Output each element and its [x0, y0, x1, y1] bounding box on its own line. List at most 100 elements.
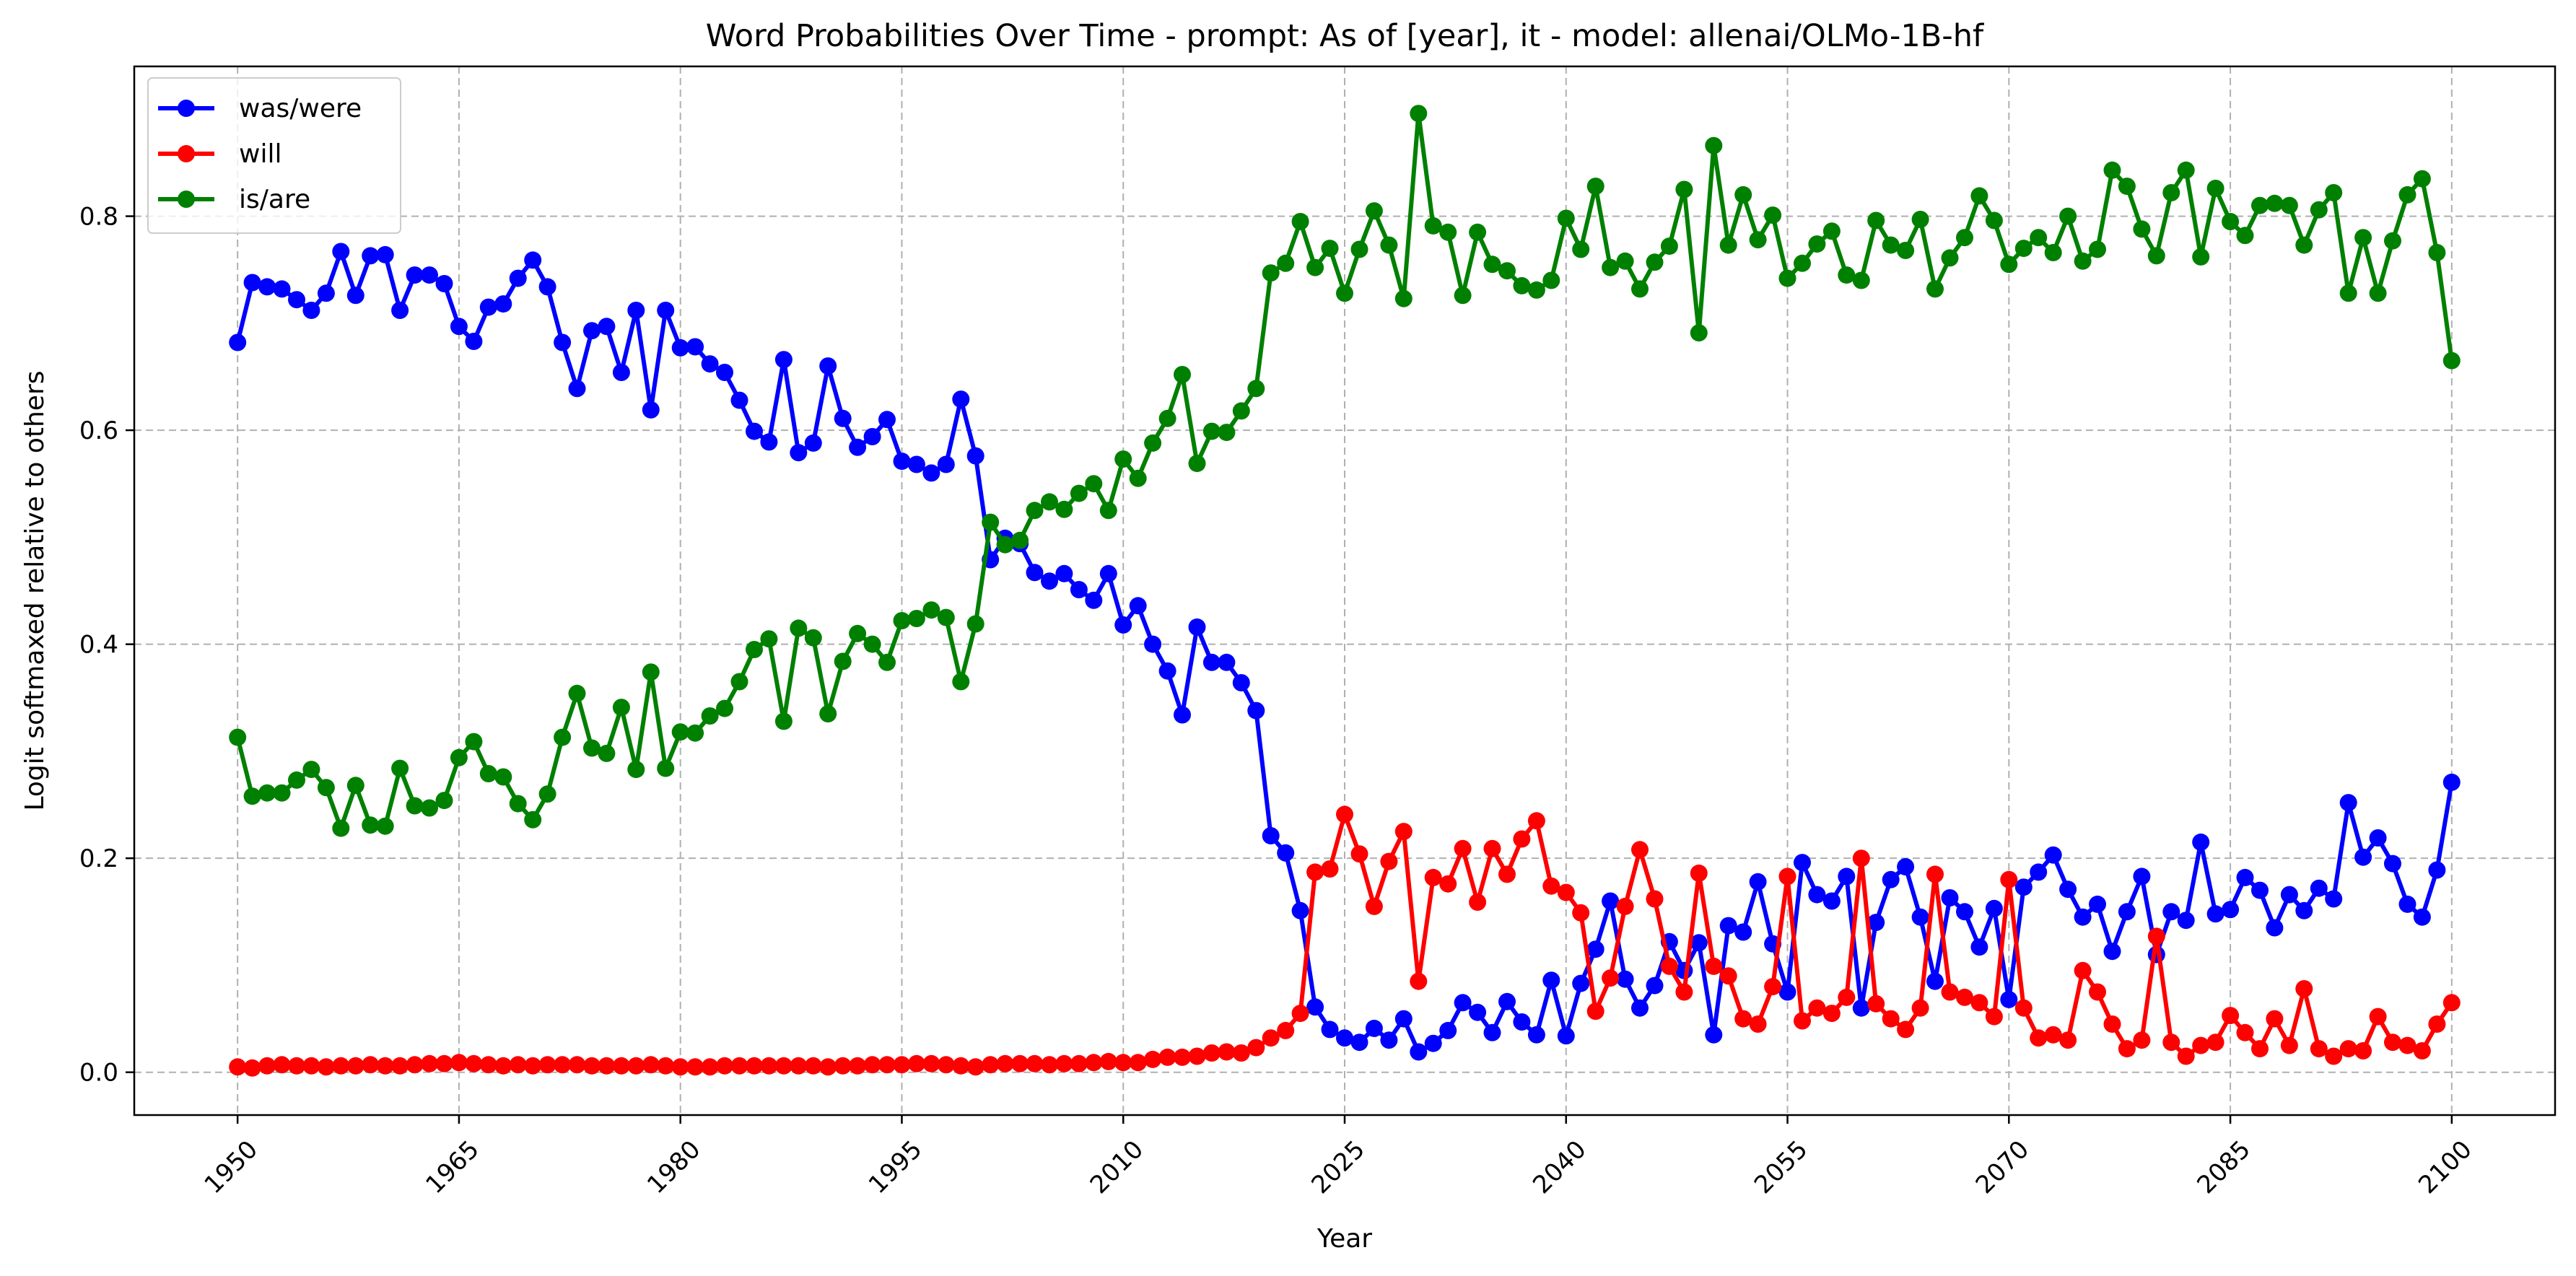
data-point [716, 1057, 733, 1075]
data-point [2089, 895, 2106, 913]
data-point [2339, 1040, 2357, 1058]
data-point [2044, 244, 2062, 261]
data-point [1291, 1005, 1309, 1023]
data-point [479, 298, 497, 316]
data-point [966, 1058, 984, 1076]
data-point [1719, 967, 1737, 985]
data-point [2014, 240, 2033, 258]
data-point [1572, 904, 1590, 922]
data-point [465, 733, 483, 751]
data-point [2059, 880, 2077, 899]
data-point [302, 761, 320, 779]
data-point [1026, 502, 1044, 520]
data-point [1705, 136, 1723, 154]
data-point [1749, 1015, 1767, 1033]
data-point [1262, 264, 1280, 282]
data-point [1572, 974, 1590, 992]
data-point [2354, 229, 2372, 247]
data-point [1719, 236, 1737, 254]
data-point [1055, 500, 1073, 518]
data-point [1232, 402, 1250, 420]
data-point [878, 411, 896, 429]
data-point [2325, 184, 2343, 201]
data-point [1498, 865, 1516, 883]
data-point [273, 280, 291, 298]
data-point [1085, 475, 1103, 493]
data-point [2133, 220, 2151, 238]
data-point [1439, 1021, 1457, 1039]
data-point [332, 242, 350, 261]
data-point [1099, 502, 1117, 520]
data-point [1262, 827, 1280, 844]
data-point [774, 712, 793, 730]
data-point [2442, 351, 2461, 370]
data-point [657, 1057, 675, 1075]
data-point [1631, 999, 1649, 1017]
x-tick-label: 2055 [1749, 1135, 1813, 1199]
data-point [2384, 1034, 2401, 1052]
data-point [1838, 266, 1856, 284]
data-point [1926, 865, 1944, 883]
data-point [2074, 252, 2092, 270]
data-point [790, 444, 808, 462]
data-point [450, 318, 468, 336]
data-point [893, 453, 911, 471]
data-point [2236, 227, 2254, 245]
grid-lines [134, 66, 2555, 1115]
data-point [1602, 969, 1620, 987]
x-tick-label: 2010 [1085, 1135, 1149, 1199]
data-point [421, 266, 438, 284]
data-point [1822, 1005, 1841, 1023]
data-point [2369, 1008, 2387, 1026]
data-point [878, 1056, 896, 1074]
data-point [1188, 1047, 1206, 1065]
data-point [642, 663, 660, 681]
data-point [1306, 998, 1324, 1016]
data-point [2236, 868, 2254, 886]
x-tick-label: 1995 [863, 1135, 927, 1199]
data-point [1838, 988, 1856, 1006]
data-point [2413, 170, 2431, 188]
data-point [494, 768, 512, 786]
data-point [2118, 1040, 2136, 1058]
data-point [2295, 901, 2313, 919]
data-point [554, 1056, 572, 1074]
legend-swatch-marker [178, 191, 195, 208]
data-point [598, 318, 616, 336]
data-point [1660, 957, 1678, 975]
data-point [1218, 424, 1236, 442]
data-point [1055, 1054, 1073, 1072]
data-point [922, 1054, 940, 1072]
data-point [1336, 1029, 1353, 1047]
data-point [2369, 829, 2387, 847]
data-point [1247, 1039, 1265, 1057]
data-point [2147, 247, 2165, 265]
data-point [346, 287, 364, 305]
data-point [258, 1057, 276, 1075]
data-point [1867, 211, 1885, 230]
data-point [1041, 572, 1058, 590]
data-point [627, 302, 645, 319]
data-point [1380, 1031, 1398, 1049]
data-point [1144, 434, 1162, 452]
data-point [465, 1054, 483, 1072]
data-point [1631, 841, 1649, 859]
data-point [2044, 846, 2062, 864]
data-point [1158, 1048, 1176, 1066]
data-point [760, 433, 778, 451]
data-point [2103, 161, 2121, 179]
data-point [406, 797, 424, 815]
data-point [1262, 1029, 1280, 1047]
data-point [1794, 1012, 1811, 1030]
data-point [1454, 839, 1472, 857]
data-point [1867, 995, 1885, 1013]
data-point [2103, 943, 2121, 961]
data-point [1926, 972, 1944, 990]
data-point [1365, 897, 1383, 915]
data-point [1734, 1010, 1752, 1028]
data-point [1321, 240, 1339, 258]
x-tick-label: 2070 [1970, 1135, 2035, 1199]
data-point [1660, 237, 1678, 255]
data-point [671, 338, 689, 357]
data-point [2192, 248, 2210, 266]
